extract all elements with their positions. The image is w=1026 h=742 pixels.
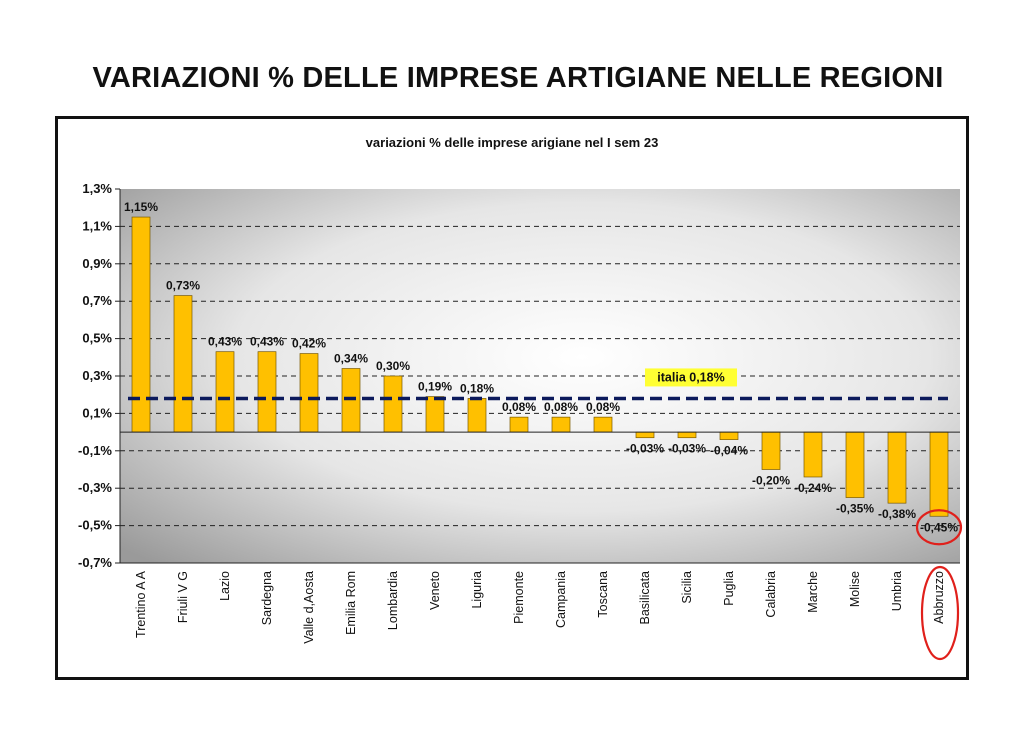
bar: [425, 396, 445, 433]
chart-frame: variazioni % delle imprese arigiane nel …: [55, 116, 969, 680]
y-tick-label: 1,1%: [82, 218, 112, 233]
bar: [845, 431, 865, 498]
y-tick-label: 0,3%: [82, 368, 112, 383]
y-tick-label: 1,3%: [82, 181, 112, 196]
highlight-circle-value: [915, 509, 963, 546]
highlight-circle-label: [920, 565, 960, 661]
y-tick-label: 0,1%: [82, 405, 112, 420]
bar: [467, 398, 487, 433]
bar: [593, 416, 613, 433]
bar: [719, 431, 739, 440]
x-tick-label: Trentino A A: [134, 570, 148, 638]
average-label: italia 0,18%: [657, 370, 724, 384]
x-tick-label: Sicilia: [680, 571, 694, 604]
data-label: 1,15%: [124, 200, 158, 214]
data-label: 0,30%: [376, 359, 410, 373]
bar: [803, 431, 823, 478]
data-label: -0,35%: [836, 502, 874, 516]
x-tick-label: Veneto: [428, 571, 442, 610]
bar: [887, 431, 907, 504]
x-tick-label: Basilicata: [638, 571, 652, 625]
x-tick-label: Lombardia: [386, 571, 400, 630]
data-label: 0,34%: [334, 352, 368, 366]
x-tick-label: Calabria: [764, 571, 778, 618]
x-tick-label: Molise: [848, 571, 862, 607]
x-tick-label: Campania: [554, 571, 568, 628]
page-title: VARIAZIONI % DELLE IMPRESE ARTIGIANE NEL…: [92, 62, 944, 94]
data-label: 0,18%: [460, 381, 494, 395]
bar: [383, 375, 403, 433]
data-label: 0,19%: [418, 380, 452, 394]
bar-chart: variazioni % delle imprese arigiane nel …: [78, 135, 963, 661]
bar: [677, 431, 697, 439]
data-label: 0,08%: [544, 400, 578, 414]
data-label: -0,03%: [668, 442, 706, 456]
y-tick-label: -0,1%: [78, 443, 112, 458]
bar: [257, 351, 277, 433]
bar: [509, 416, 529, 433]
y-tick-label: -0,7%: [78, 555, 112, 570]
chart-title: variazioni % delle imprese arigiane nel …: [366, 135, 659, 150]
y-tick-label: 0,7%: [82, 293, 112, 308]
bar: [341, 368, 361, 433]
x-tick-label: Marche: [806, 571, 820, 613]
x-tick-label: Emilia Rom: [344, 571, 358, 635]
y-tick-label: -0,5%: [78, 518, 112, 533]
x-tick-label: Umbria: [890, 571, 904, 611]
x-tick-label: Puglia: [722, 571, 736, 606]
data-label: 0,08%: [502, 400, 536, 414]
data-label: 0,43%: [250, 335, 284, 349]
x-tick-label: Lazio: [218, 571, 232, 601]
y-tick-label: -0,3%: [78, 480, 112, 495]
bar: [761, 431, 781, 470]
data-label: 0,73%: [166, 279, 200, 293]
y-tick-label: 0,5%: [82, 331, 112, 346]
average-label-box: [645, 368, 737, 387]
data-label: -0,20%: [752, 474, 790, 488]
data-label: -0,24%: [794, 481, 832, 495]
bar: [215, 351, 235, 433]
x-tick-label: Friuli V G: [176, 571, 190, 623]
data-label: -0,04%: [710, 444, 748, 458]
bar: [635, 431, 655, 439]
bar: [551, 416, 571, 433]
data-label: 0,08%: [586, 400, 620, 414]
x-tick-label: Piemonte: [512, 571, 526, 624]
bar: [299, 353, 319, 433]
data-label: -0,03%: [626, 442, 664, 456]
x-tick-label: Valle d,Aosta: [302, 571, 316, 644]
data-label: -0,38%: [878, 507, 916, 521]
y-tick-label: 0,9%: [82, 256, 112, 271]
x-tick-label: Abbruzzo: [932, 571, 946, 624]
bar: [173, 295, 193, 433]
data-label: -0,45%: [920, 520, 958, 534]
data-label: 0,42%: [292, 337, 326, 351]
x-tick-label: Sardegna: [260, 571, 274, 625]
x-tick-label: Liguria: [470, 571, 484, 609]
bar: [929, 431, 949, 517]
data-label: 0,43%: [208, 335, 242, 349]
x-tick-label: Toscana: [596, 571, 610, 618]
